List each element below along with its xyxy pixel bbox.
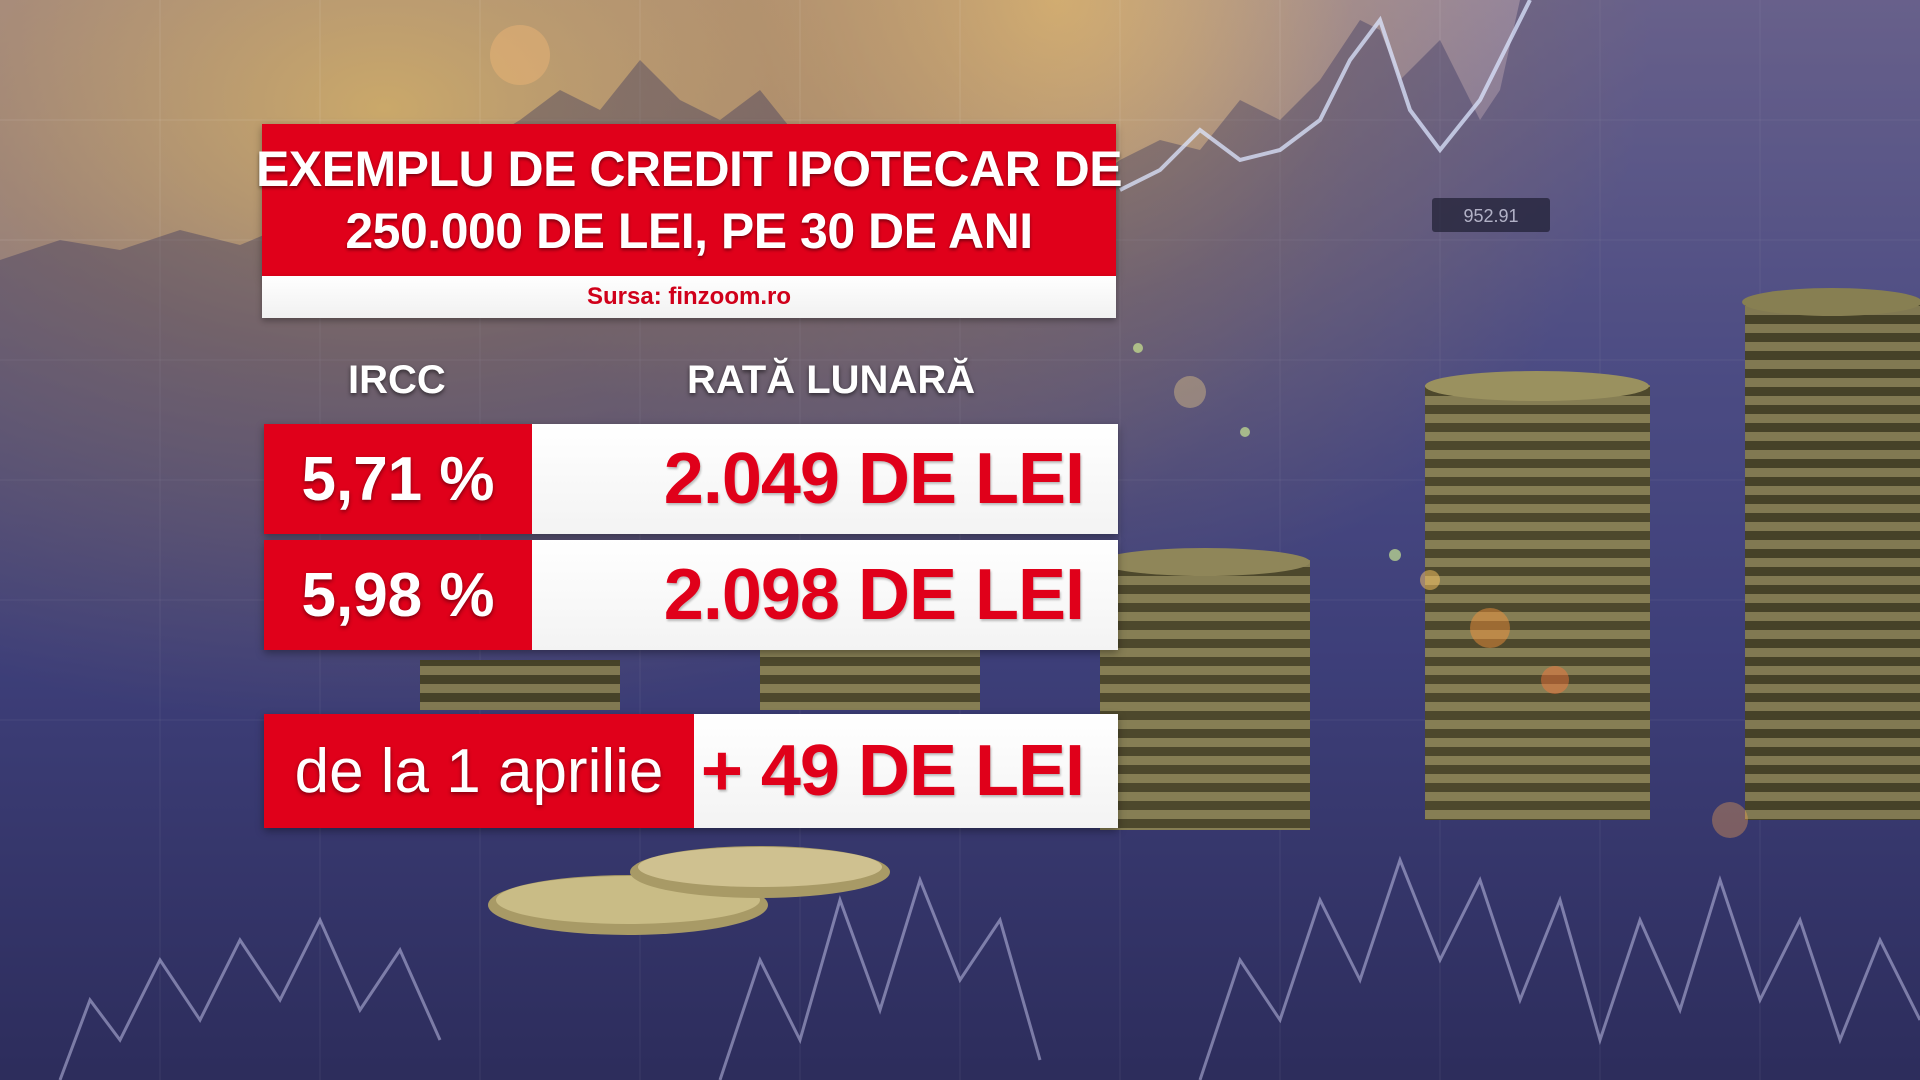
column-header-ircc: IRCC (348, 358, 446, 402)
rata-cell: 2.098 DE LEI (532, 540, 1118, 650)
rata-value: 2.098 DE LEI (663, 555, 1085, 635)
table-row: 5,98 % 2.098 DE LEI (264, 540, 1118, 650)
ticker-readout: 952.91 (1463, 206, 1518, 226)
change-value-cell: + 49 DE LEI (694, 714, 1118, 828)
rata-cell: 2.049 DE LEI (532, 424, 1118, 534)
source-bar: Sursa: finzoom.ro (262, 276, 1116, 318)
column-header-rata-lunara: RATĂ LUNARĂ (687, 358, 976, 402)
ircc-cell: 5,98 % (264, 540, 532, 650)
rata-value: 2.049 DE LEI (663, 439, 1085, 519)
change-value: + 49 DE LEI (700, 731, 1085, 811)
change-row: de la 1 aprilie + 49 DE LEI (264, 714, 1118, 828)
title-line-2: 250.000 DE LEI, PE 30 DE ANI (345, 203, 1033, 259)
coin-stack-3 (1742, 288, 1920, 820)
coin-stack-2 (1425, 371, 1650, 820)
ircc-value: 5,71 % (301, 444, 495, 514)
ircc-cell: 5,71 % (264, 424, 532, 534)
table-row: 5,71 % 2.049 DE LEI (264, 424, 1118, 534)
change-label: de la 1 aprilie (294, 736, 664, 806)
coin-stack-5 (420, 660, 620, 710)
coin-stack-4 (760, 650, 980, 710)
coin-stack-1 (1100, 548, 1310, 830)
title-panel: EXEMPLU DE CREDIT IPOTECAR DE 250.000 DE… (256, 124, 1123, 276)
change-label-cell: de la 1 aprilie (264, 714, 694, 828)
title-line-1: EXEMPLU DE CREDIT IPOTECAR DE (255, 141, 1123, 197)
source-label: Sursa: finzoom.ro (586, 283, 791, 310)
ircc-value: 5,98 % (301, 560, 495, 630)
